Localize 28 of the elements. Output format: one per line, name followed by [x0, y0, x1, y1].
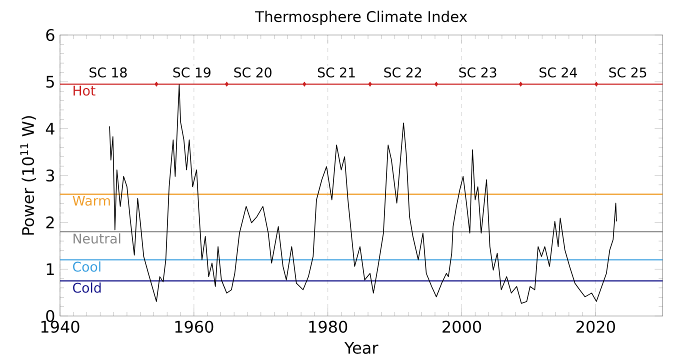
annotation: SC 21 — [318, 67, 355, 78]
annotation: SC 18 — [90, 67, 127, 78]
y-tick-label: 2 — [46, 216, 54, 228]
ref-line-label: Cold — [73, 282, 101, 293]
ref-line-label: Cool — [73, 261, 100, 272]
annotation: SC 24 — [540, 67, 577, 78]
y-tick-label: 5 — [46, 76, 54, 88]
x-tick-label: 1940 — [41, 320, 80, 333]
y-tick-label: 6 — [46, 28, 54, 42]
y-tick-label: 4 — [46, 122, 54, 134]
annotation: SC 23 — [459, 67, 496, 78]
x-tick-label: 2000 — [442, 320, 482, 333]
x-tick-label: 1960 — [175, 320, 214, 333]
annotation: SC 19 — [173, 67, 210, 78]
annotation: SC 25 — [609, 67, 646, 78]
y-tick-label: 3 — [46, 169, 54, 182]
annotation: SC 22 — [384, 67, 421, 78]
annotation: SC 20 — [234, 67, 272, 78]
y-tick-label: 1 — [46, 263, 54, 275]
y-tick-label: 0 — [46, 310, 54, 322]
chart-title: Thermosphere Climate Index — [255, 10, 468, 25]
y-axis-title: Power (10$^{11}$ W) — [20, 116, 36, 235]
ref-line-label: Warm — [72, 196, 110, 206]
x-tick-label: 1980 — [309, 320, 348, 333]
x-axis-title: Year — [344, 342, 378, 354]
ref-line-label: Hot — [74, 86, 96, 96]
x-tick-label: 2020 — [576, 320, 615, 333]
ref-line-label: Neutral — [74, 233, 120, 244]
